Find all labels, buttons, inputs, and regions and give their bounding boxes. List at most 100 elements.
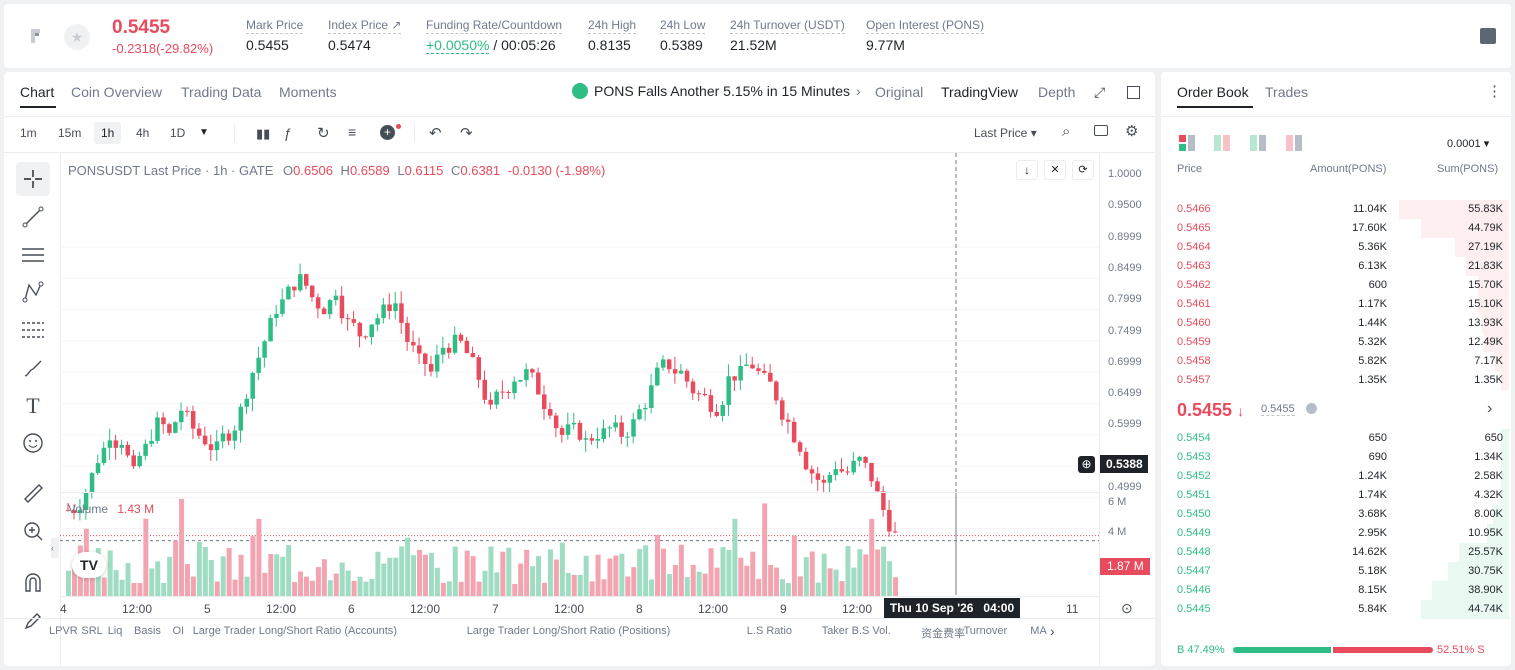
ask-row[interactable]: 0.5461 1.17K 15.10K	[1177, 295, 1509, 314]
view-split-icon[interactable]	[1214, 135, 1230, 151]
ask-row[interactable]: 0.5458 5.82K 7.17K	[1177, 352, 1509, 371]
add-indicator-icon[interactable]: +	[380, 125, 395, 140]
ask-row[interactable]: 0.5466 11.04K 55.83K	[1177, 200, 1509, 219]
indicator-5[interactable]: Large Trader Long/Short Ratio (Accounts)	[192, 625, 397, 637]
indicators-icon[interactable]: ƒ	[284, 125, 292, 141]
tab-tradingview[interactable]: TradingView	[941, 84, 1019, 100]
undo-icon[interactable]: ↶	[429, 125, 442, 142]
collapse-icon[interactable]: ✕	[1044, 160, 1066, 180]
bid-row[interactable]: 0.5451 1.74K 4.32K	[1177, 486, 1509, 505]
more-icon[interactable]: ⋮	[1487, 83, 1502, 100]
bid-row[interactable]: 0.5452 1.24K 2.58K	[1177, 467, 1509, 486]
pencil-lock-icon[interactable]	[16, 604, 50, 638]
emoji-icon[interactable]	[16, 426, 50, 460]
window-icon[interactable]	[1127, 86, 1140, 99]
collapse-toolbar-icon[interactable]: ‹	[51, 538, 59, 558]
view-bids-icon[interactable]	[1250, 135, 1266, 151]
notes-icon[interactable]	[1480, 28, 1496, 44]
precision-select[interactable]: 0.0001 ▾	[1447, 138, 1490, 150]
tab-coin-overview[interactable]: Coin Overview	[71, 84, 163, 100]
volume-bar	[107, 550, 113, 596]
horizontal-lines-icon[interactable]	[16, 238, 50, 272]
more-indicators-icon[interactable]: ›	[1050, 623, 1055, 639]
indicator-7[interactable]: L.S Ratio	[746, 625, 793, 637]
indicator-6[interactable]: Large Trader Long/Short Ratio (Positions…	[466, 625, 671, 637]
ask-row[interactable]: 0.5457 1.35K 1.35K	[1177, 371, 1509, 390]
brush-icon[interactable]	[16, 351, 50, 385]
candle	[351, 319, 357, 323]
interval-4h[interactable]: 4h	[136, 126, 150, 140]
indicator-11[interactable]: MA	[1030, 625, 1047, 637]
indicator-10[interactable]: Turnover	[963, 625, 1008, 637]
tab-order-book[interactable]: Order Book	[1177, 84, 1249, 100]
price-type-select[interactable]: Last Price ▾	[974, 126, 1037, 140]
camera-icon[interactable]	[1094, 125, 1108, 136]
trend-line-icon[interactable]	[16, 200, 50, 234]
bid-row[interactable]: 0.5448 14.62K 25.57K	[1177, 543, 1509, 562]
ask-amount: 5.36K	[1358, 241, 1387, 253]
bid-row[interactable]: 0.5453 690 1.34K	[1177, 448, 1509, 467]
interval-1D[interactable]: 1D	[170, 126, 186, 140]
ask-row[interactable]: 0.5462 600 15.70K	[1177, 276, 1509, 295]
volume-bar	[458, 581, 464, 596]
chevron-down-icon[interactable]: ▼	[199, 127, 209, 138]
tab-trading-data[interactable]: Trading Data	[181, 84, 262, 100]
indicator-8[interactable]: Taker B.S Vol.	[821, 625, 891, 637]
indicator-9[interactable]: 资金费率	[921, 628, 966, 640]
add-alert-icon[interactable]: ⊕	[1078, 456, 1095, 473]
pattern-icon[interactable]	[16, 275, 50, 309]
tab-moments[interactable]: Moments	[279, 84, 337, 100]
ask-row[interactable]: 0.5460 1.44K 13.93K	[1177, 314, 1509, 333]
refresh-icon[interactable]: ↻	[317, 125, 330, 142]
bid-row[interactable]: 0.5454 650 650	[1177, 429, 1509, 448]
search-icon[interactable]: ⌕	[1062, 123, 1071, 140]
bid-row[interactable]: 0.5447 5.18K 30.75K	[1177, 562, 1509, 581]
tab-depth[interactable]: Depth	[1038, 84, 1076, 100]
view-both-icon[interactable]	[1179, 135, 1195, 151]
tab-trades[interactable]: Trades	[1265, 84, 1309, 100]
interval-15m[interactable]: 15m	[58, 126, 82, 140]
tab-chart[interactable]: Chart	[20, 84, 55, 100]
redo-icon[interactable]: ↷	[460, 125, 473, 142]
volume-bar	[399, 546, 405, 596]
bid-row[interactable]: 0.5449 2.95K 10.95K	[1177, 524, 1509, 543]
ask-row[interactable]: 0.5463 6.13K 21.83K	[1177, 257, 1509, 276]
indicator-4[interactable]: OI	[172, 625, 185, 637]
ask-row[interactable]: 0.5459 5.32K 12.49K	[1177, 333, 1509, 352]
volume-bar	[661, 548, 666, 596]
fib-icon[interactable]	[16, 313, 50, 347]
interval-1h[interactable]: 1h	[94, 122, 122, 144]
favorite-star-icon[interactable]: ★	[64, 24, 90, 50]
reset-icon[interactable]: ⟳	[1072, 160, 1094, 180]
magnet-icon[interactable]	[16, 566, 50, 600]
indicator-0[interactable]: LPVR	[49, 625, 78, 637]
candle	[149, 440, 154, 444]
settings-axis-icon[interactable]: ⊙	[1121, 600, 1133, 616]
ask-row[interactable]: 0.5464 5.36K 27.19K	[1177, 238, 1509, 257]
ruler-icon[interactable]	[16, 476, 50, 510]
candle-type-icon[interactable]: ▮▮	[256, 126, 271, 141]
indicator-1[interactable]: SRL	[81, 625, 103, 637]
indicator-3[interactable]: Basis	[134, 625, 161, 637]
fullscreen-icon[interactable]: ⤢	[1094, 84, 1106, 100]
indicator-2[interactable]: Liq	[107, 625, 123, 637]
bid-price: 0.5445	[1177, 603, 1211, 615]
chevron-right-icon[interactable]: ›	[1487, 400, 1493, 417]
templates-icon[interactable]: ≡	[348, 124, 357, 140]
candlestick-chart[interactable]	[60, 153, 1100, 593]
view-asks-icon[interactable]	[1286, 135, 1302, 151]
zoom-in-icon[interactable]	[16, 514, 50, 548]
stat-value-text: 21.52M	[730, 37, 777, 53]
text-tool-icon[interactable]: T	[26, 393, 40, 418]
bid-row[interactable]: 0.5445 5.84K 44.74K	[1177, 600, 1509, 619]
ask-row[interactable]: 0.5465 17.60K 44.79K	[1177, 219, 1509, 238]
scroll-down-icon[interactable]: ↓	[1016, 160, 1038, 180]
bid-row[interactable]: 0.5446 8.15K 38.90K	[1177, 581, 1509, 600]
tab-original[interactable]: Original	[875, 84, 924, 100]
crosshair-icon[interactable]	[16, 162, 50, 196]
volume-bar	[286, 544, 292, 596]
news-ticker[interactable]: PONS Falls Another 5.15% in 15 Minutes ›	[572, 83, 861, 99]
gear-icon[interactable]: ⚙	[1125, 123, 1139, 140]
bid-row[interactable]: 0.5450 3.68K 8.00K	[1177, 505, 1509, 524]
interval-1m[interactable]: 1m	[20, 126, 37, 140]
